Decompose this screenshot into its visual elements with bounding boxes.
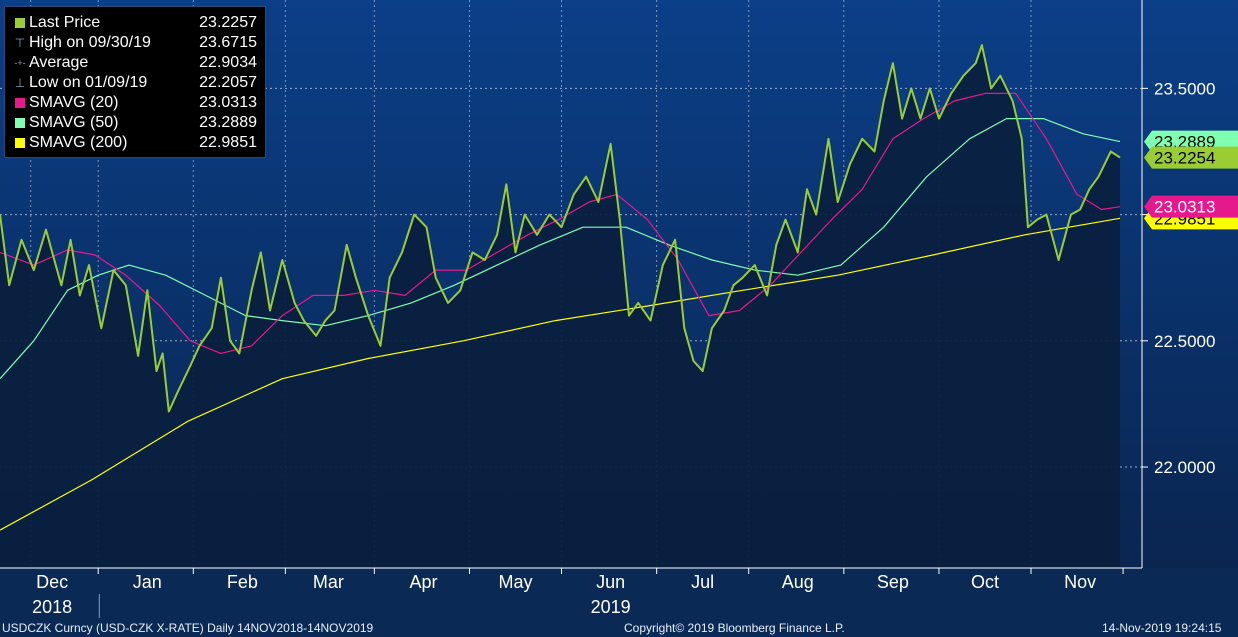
legend-label: SMAVG (20) (29, 94, 119, 111)
right-tag: 23.2254 (1144, 146, 1238, 169)
year-label: 2019 (591, 597, 631, 617)
year-label: 2018 (32, 597, 72, 617)
legend-swatch (11, 118, 29, 128)
legend-swatch: ⊤ (11, 33, 29, 53)
price-area (0, 45, 1120, 569)
right-tag-background (1144, 195, 1238, 218)
x-tick-label: Mar (313, 572, 344, 592)
right-tag-label: 23.2254 (1154, 149, 1215, 168)
series-line-last-price (0, 44, 1121, 413)
x-tick-label: Jul (691, 572, 714, 592)
y-tick-label: 22.5000 (1154, 332, 1215, 351)
x-tick-label: Sep (877, 572, 909, 592)
legend-label: Low on 01/09/19 (29, 74, 148, 91)
x-tick-label: Nov (1064, 572, 1096, 592)
legend-entry: SMAVG (20) 23.0313 (11, 93, 257, 113)
high-marker-icon: ⊤ (14, 36, 26, 50)
right-tag-label: 23.0313 (1154, 198, 1215, 217)
legend-value: 22.9851 (199, 134, 257, 151)
legend-value: 22.9034 (199, 54, 257, 71)
legend-swatch (11, 138, 29, 148)
footer-copyright: Copyright© 2019 Bloomberg Finance L.P. (624, 621, 845, 635)
legend-value: 23.2257 (199, 14, 257, 31)
series-line-smavg-50 (0, 118, 1121, 380)
legend-color-square (15, 18, 25, 28)
right-tag: 23.0313 (1144, 195, 1238, 218)
legend-value: 23.0313 (199, 94, 257, 111)
axis-panel-background (0, 568, 1238, 619)
legend: Last Price 23.2257 ⊤ High on 09/30/19 23.671… (4, 6, 266, 158)
legend-value: 23.6715 (199, 34, 257, 51)
legend-value: 22.2057 (199, 74, 257, 91)
legend-label: SMAVG (200) (29, 134, 128, 151)
x-tick-label: Aug (782, 572, 814, 592)
footer-timestamp: 14-Nov-2019 19:24:15 (1102, 621, 1222, 635)
legend-swatch: -+- (11, 53, 29, 73)
right-tag-background (1144, 146, 1238, 169)
low-marker-icon: ⊥ (14, 76, 26, 90)
average-marker-icon: -+- (14, 58, 26, 68)
x-tick-label: May (498, 572, 532, 592)
legend-color-square (15, 98, 25, 108)
x-tick-label: Dec (36, 572, 68, 592)
x-tick-label: Jan (133, 572, 162, 592)
legend-entry: SMAVG (200) 22.9851 (11, 133, 257, 153)
legend-entry: Last Price 23.2257 (11, 13, 257, 33)
x-tick-label: Apr (409, 572, 437, 592)
series-line-smavg-200 (0, 217, 1121, 531)
footer-security: USDCZK Curncy (USD-CZK X-RATE) Daily 14N… (2, 621, 374, 635)
series-line-smavg-20 (0, 92, 1121, 354)
x-tick-label: Jun (596, 572, 625, 592)
legend-label: Last Price (29, 14, 101, 31)
price-area-fill (0, 45, 1120, 569)
legend-value: 23.2889 (199, 114, 257, 131)
legend-label: Average (29, 54, 89, 71)
legend-entry: -+- Average 22.9034 (11, 53, 257, 73)
legend-entry: ⊥ Low on 01/09/19 22.2057 (11, 73, 257, 93)
legend-color-square (15, 118, 25, 128)
series-lines (0, 44, 1121, 531)
legend-entry: ⊤ High on 09/30/19 23.6715 (11, 33, 257, 53)
x-tick-label: Oct (971, 572, 999, 592)
legend-swatch: ⊥ (11, 73, 29, 93)
legend-color-square (15, 138, 25, 148)
legend-entry: SMAVG (50) 23.2889 (11, 113, 257, 133)
x-tick-label: Feb (227, 572, 258, 592)
legend-label: SMAVG (50) (29, 114, 119, 131)
y-tick-label: 23.5000 (1154, 79, 1215, 98)
footer: USDCZK Curncy (USD-CZK X-RATE) Daily 14N… (0, 619, 1238, 637)
legend-label: High on 09/30/19 (29, 34, 151, 51)
legend-swatch (11, 98, 29, 108)
legend-swatch (11, 18, 29, 28)
y-tick-label: 22.0000 (1154, 458, 1215, 477)
